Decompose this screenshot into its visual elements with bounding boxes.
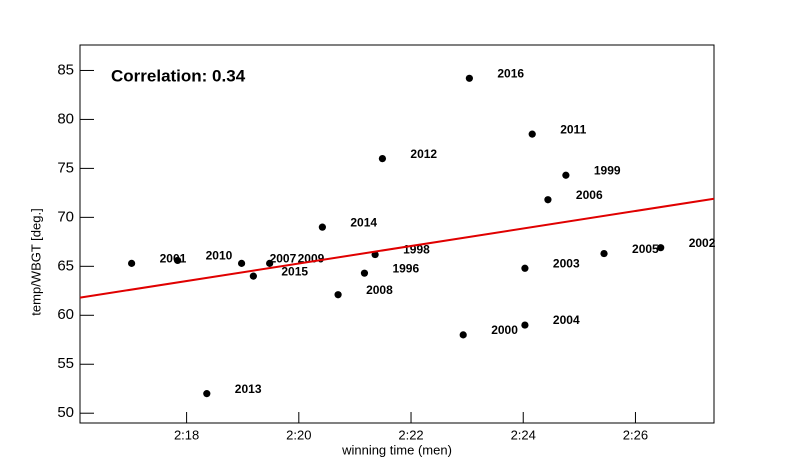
point [465,74,473,82]
y-axis-title: temp/WBGT [deg.] [28,208,43,315]
point [266,259,274,267]
y-tick-label: 55 [57,355,74,372]
point-label: 2015 [281,264,308,278]
point-label: 2002 [689,236,716,250]
annotation: Correlation: 0.34 [111,66,246,85]
y-tick-label: 85 [57,61,74,78]
point-label: 2013 [235,382,262,396]
point-label: 2012 [410,147,437,161]
y-tick-label: 65 [57,257,74,274]
x-tick-label: 2:22 [398,427,423,442]
point [237,259,246,267]
point-label: 2007 [270,252,297,266]
point [334,291,342,299]
point-label: 2006 [576,188,603,202]
point [378,154,387,163]
point-label: 2016 [497,66,524,80]
point [249,272,257,280]
x-tick-label: 2:24 [511,427,536,442]
plot-frame [79,44,715,424]
point [657,244,665,252]
x-axis-title: winning time (men) [341,442,452,457]
y-tick-label: 75 [57,159,74,176]
point-label: 2003 [553,256,580,270]
point [521,264,529,272]
point-label: 1999 [594,163,621,177]
point-label: 2001 [160,252,187,266]
point [528,130,536,138]
point-label: 2000 [491,323,518,337]
y-tick-label: 80 [57,110,74,127]
y-tick-label: 60 [57,306,74,323]
point [203,390,211,398]
point-label: 2011 [560,122,586,136]
point [128,259,136,267]
point [562,171,570,179]
x-tick-label: 2:20 [286,427,311,442]
y-tick-label: 50 [57,404,74,421]
point-label: 2004 [553,313,580,327]
x-tick-label: 2:18 [174,427,199,442]
x-tick-label: 2:26 [623,427,648,442]
point [459,331,467,339]
point [600,249,608,258]
point-label: 1996 [392,261,419,275]
point-label: 2005 [632,242,659,256]
point-label: 2008 [366,283,393,297]
point-label: 2014 [350,215,377,229]
point [521,321,529,329]
point [544,196,552,204]
y-tick-label: 70 [57,208,74,225]
point [174,256,182,265]
point-label: 2010 [206,249,233,263]
fit-line [79,197,715,299]
point [318,223,326,231]
point [360,269,369,277]
